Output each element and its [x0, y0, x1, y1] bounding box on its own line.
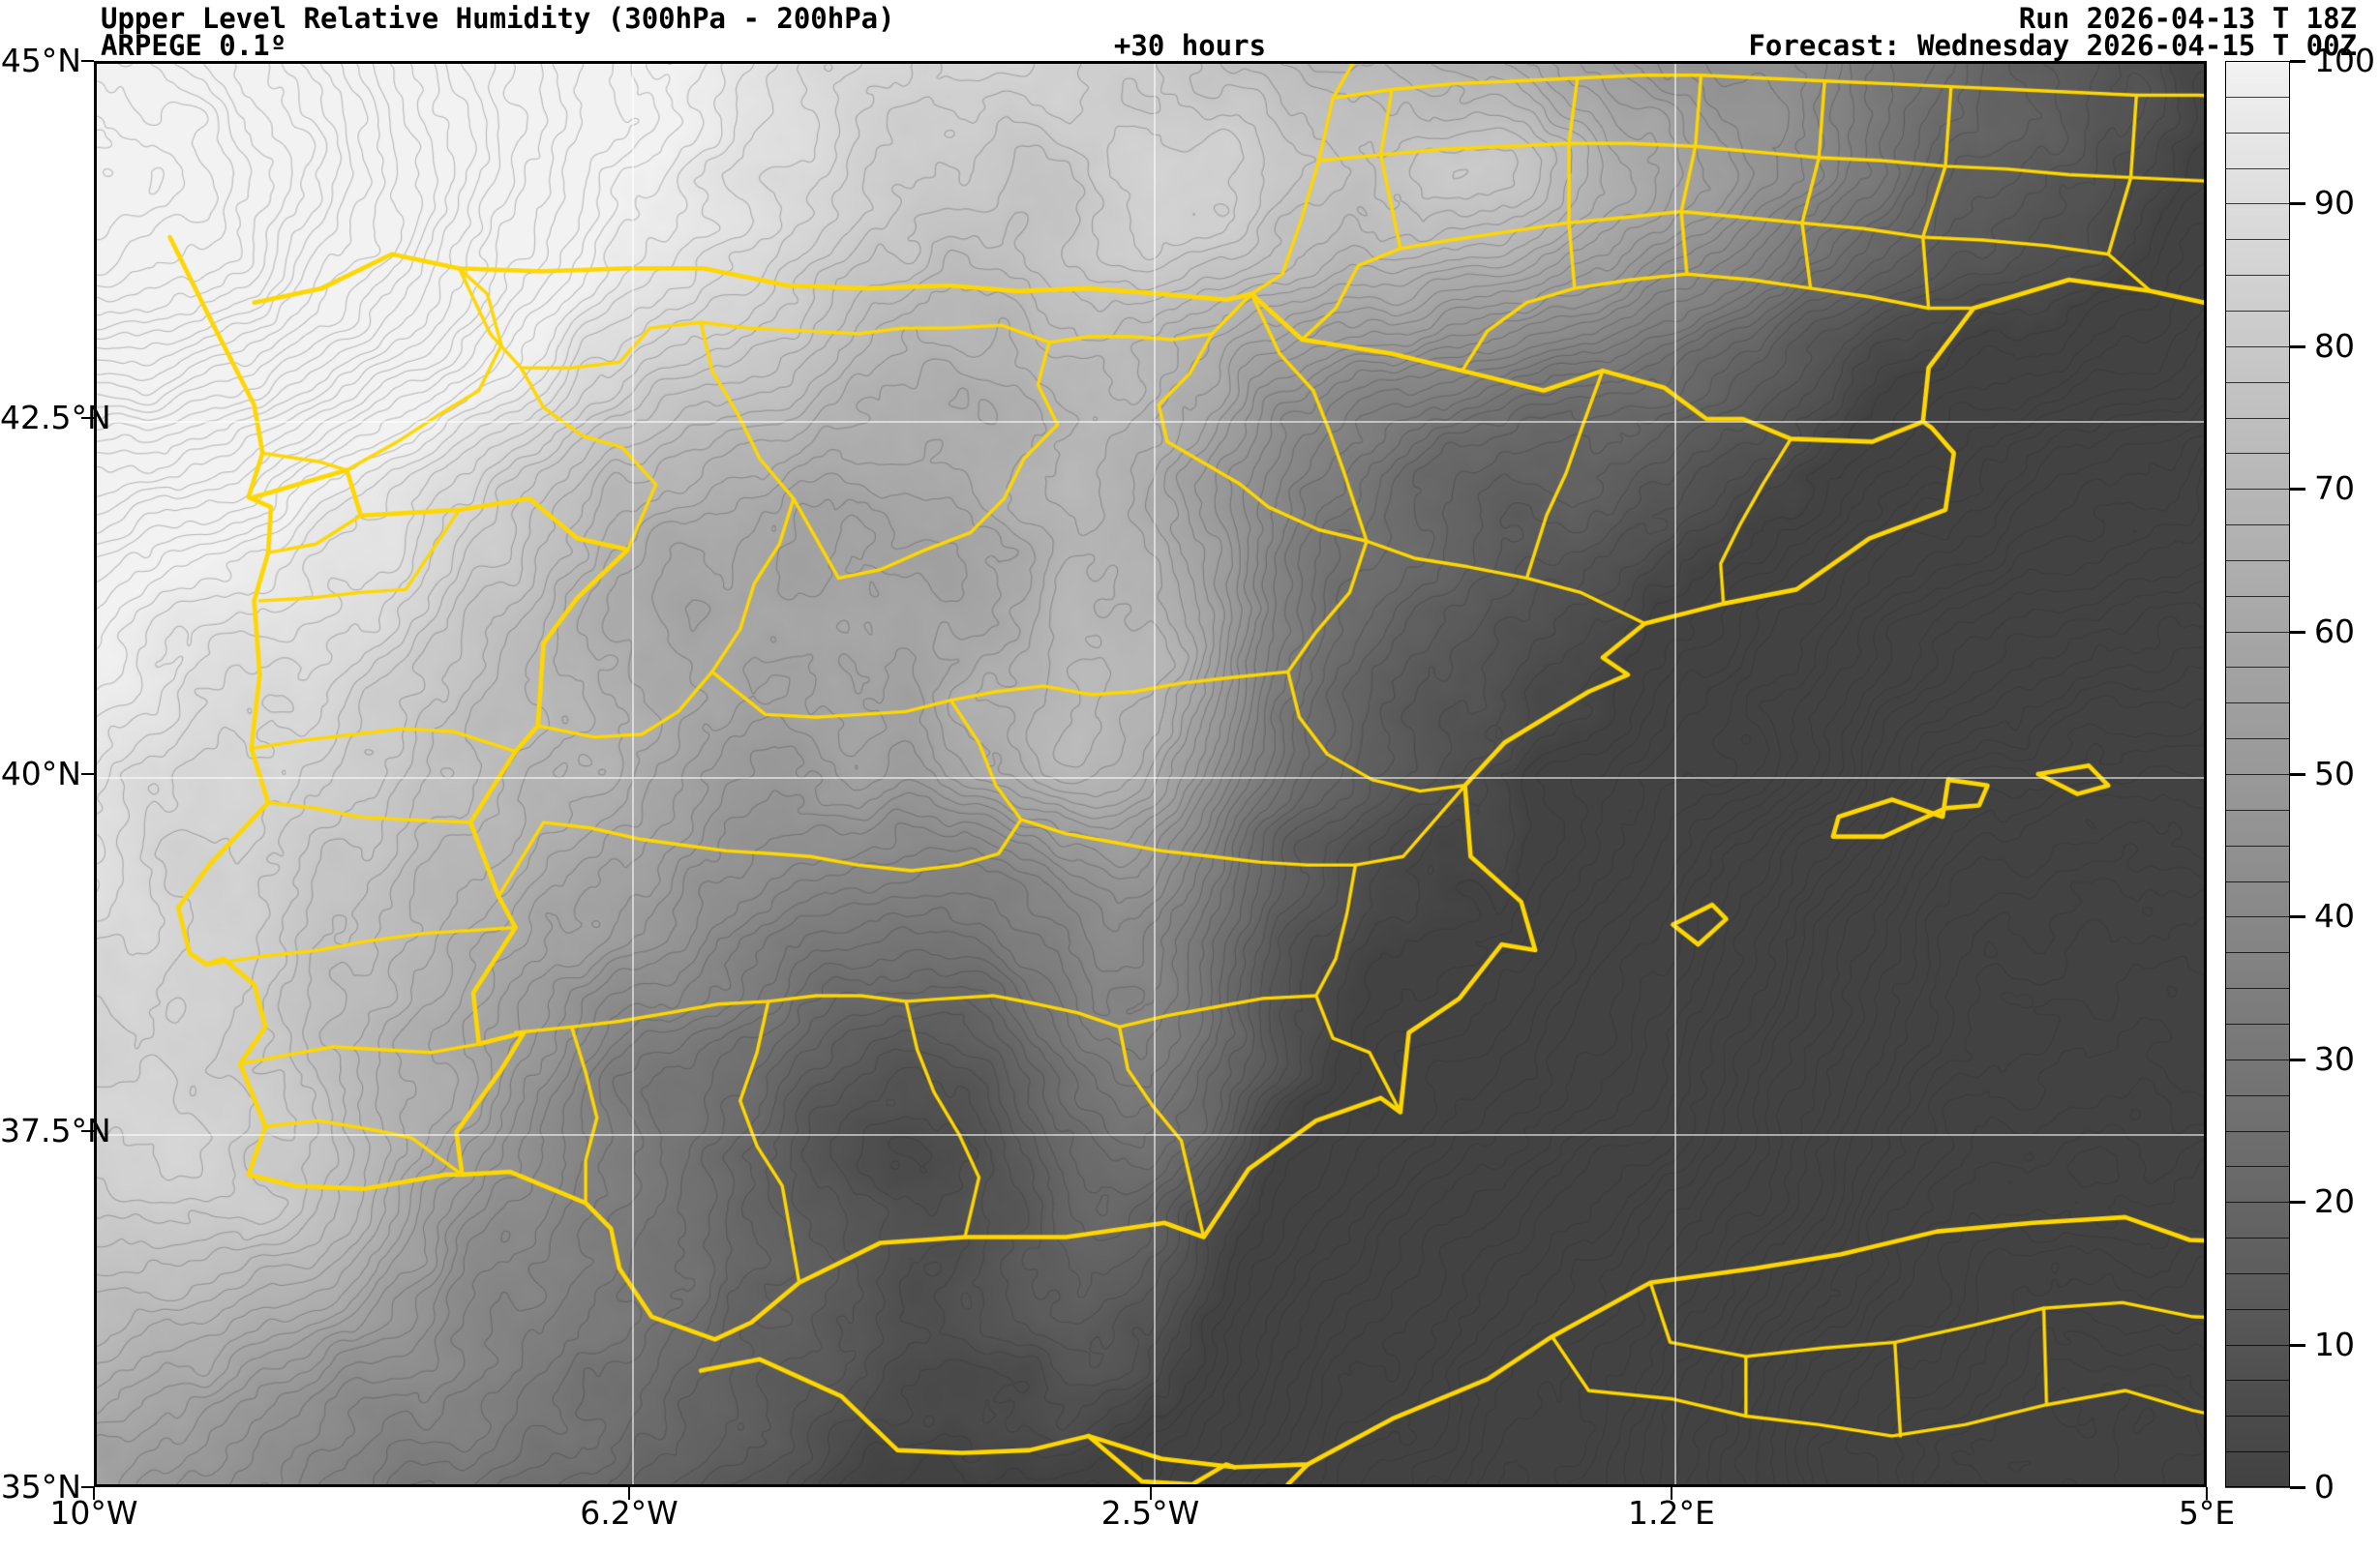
header-row-bottom: ARPEGE 0.1º +30 hours Forecast: Wednesda… — [0, 31, 2380, 61]
colorbar-minor-tick — [2225, 310, 2290, 312]
colorbar-major-tick — [2290, 915, 2305, 919]
colorbar-minor-tick — [2225, 132, 2290, 134]
colorbar-minor-tick — [2225, 1166, 2290, 1168]
y-tick-mark — [81, 416, 94, 419]
colorbar-tick-label: 70 — [2314, 469, 2355, 508]
colorbar-minor-tick — [2225, 1130, 2290, 1132]
colorbar-minor-tick — [2225, 524, 2290, 526]
x-tick-label: 6.2°W — [580, 1494, 678, 1532]
chart-title: Upper Level Relative Humidity (300hPa - … — [101, 2, 895, 35]
colorbar-tick-label: 90 — [2314, 184, 2355, 223]
colorbar-major-tick — [2290, 1201, 2305, 1205]
colorbar-minor-tick — [2225, 417, 2290, 419]
colorbar-minor-tick — [2225, 61, 2290, 62]
colorbar-minor-tick — [2225, 1416, 2290, 1418]
x-tick-mark — [2206, 1487, 2208, 1500]
colorbar-minor-tick — [2225, 880, 2290, 882]
humidity-raster — [97, 64, 2204, 1484]
colorbar-tick-label: 20 — [2314, 1182, 2355, 1221]
x-tick-mark — [628, 1487, 631, 1500]
x-tick-mark — [1670, 1487, 1672, 1500]
colorbar-minor-tick — [2225, 667, 2290, 669]
colorbar-major-tick — [2290, 488, 2305, 492]
lead-time-label: +30 hours — [1113, 29, 1267, 62]
y-tick-mark — [81, 1486, 94, 1488]
x-tick-mark — [1149, 1487, 1152, 1500]
colorbar-minor-tick — [2225, 489, 2290, 491]
colorbar-minor-tick — [2225, 1487, 2290, 1488]
colorbar-major-tick — [2290, 344, 2305, 348]
colorbar-minor-tick — [2225, 96, 2290, 98]
colorbar-minor-tick — [2225, 1094, 2290, 1096]
colorbar-major-tick — [2290, 1343, 2305, 1347]
map-plot-area[interactable] — [94, 61, 2207, 1487]
colorbar-minor-tick — [2225, 203, 2290, 205]
colorbar-tick-label: 10 — [2314, 1325, 2355, 1363]
colorbar-major-tick — [2290, 202, 2305, 206]
colorbar-minor-tick — [2225, 453, 2290, 455]
colorbar-minor-tick — [2225, 1202, 2290, 1204]
colorbar-minor-tick — [2225, 702, 2290, 704]
colorbar-minor-tick — [2225, 1451, 2290, 1453]
colorbar-tick-label: 40 — [2314, 897, 2355, 936]
y-tick-label: 37.5°N — [0, 1111, 111, 1149]
x-tick-label: 5°E — [2178, 1494, 2236, 1532]
colorbar-minor-tick — [2225, 845, 2290, 847]
colorbar[interactable]: 0 10 20 30 40 50 60 70 80 90 100 — [2225, 45, 2375, 1503]
y-tick-label: 45°N — [0, 42, 81, 79]
colorbar-minor-tick — [2225, 595, 2290, 597]
y-tick-label: 35°N — [0, 1468, 81, 1506]
colorbar-major-tick — [2290, 773, 2305, 776]
colorbar-minor-tick — [2225, 559, 2290, 561]
colorbar-minor-tick — [2225, 239, 2290, 241]
colorbar-tick-label: 0 — [2314, 1468, 2335, 1506]
colorbar-major-tick — [2290, 60, 2305, 63]
colorbar-minor-tick — [2225, 988, 2290, 990]
colorbar-minor-tick — [2225, 631, 2290, 633]
colorbar-tick-label: 80 — [2314, 326, 2355, 365]
model-label: ARPEGE 0.1º — [101, 29, 287, 62]
colorbar-minor-tick — [2225, 1023, 2290, 1025]
x-tick-label: 2.5°W — [1100, 1494, 1200, 1532]
x-tick-label: 10°W — [49, 1494, 138, 1532]
y-tick-label: 42.5°N — [0, 398, 111, 436]
colorbar-minor-tick — [2225, 952, 2290, 954]
x-tick-label: 1.2°E — [1628, 1494, 1715, 1532]
colorbar-minor-tick — [2225, 1238, 2290, 1239]
colorbar-tick-label: 100 — [2314, 42, 2375, 79]
colorbar-minor-tick — [2225, 1272, 2290, 1274]
x-tick-mark — [93, 1487, 95, 1500]
header-row-top: Upper Level Relative Humidity (300hPa - … — [0, 4, 2380, 34]
colorbar-minor-tick — [2225, 1308, 2290, 1310]
colorbar-minor-tick — [2225, 345, 2290, 347]
y-tick-mark — [81, 1129, 94, 1132]
colorbar-minor-tick — [2225, 916, 2290, 918]
y-tick-mark — [81, 773, 94, 775]
colorbar-tick-label: 50 — [2314, 755, 2355, 792]
y-tick-label: 40°N — [0, 755, 81, 792]
chart-header: Upper Level Relative Humidity (300hPa - … — [0, 0, 2380, 61]
colorbar-minor-tick — [2225, 738, 2290, 740]
colorbar-minor-tick — [2225, 275, 2290, 277]
colorbar-tick-label: 60 — [2314, 612, 2355, 650]
colorbar-minor-tick — [2225, 167, 2290, 169]
colorbar-major-tick — [2290, 1058, 2305, 1061]
colorbar-minor-tick — [2225, 1344, 2290, 1346]
colorbar-minor-tick — [2225, 809, 2290, 811]
y-tick-mark — [81, 60, 94, 62]
colorbar-major-tick — [2290, 1486, 2305, 1489]
forecast-timestamp: Forecast: Wednesday 2026-04-15 T 00Z — [1748, 29, 2357, 62]
colorbar-major-tick — [2290, 630, 2305, 634]
colorbar-tick-label: 30 — [2314, 1039, 2355, 1078]
colorbar-minor-tick — [2225, 381, 2290, 383]
run-timestamp: Run 2026-04-13 T 18Z — [2018, 2, 2357, 35]
colorbar-minor-tick — [2225, 1380, 2290, 1382]
colorbar-minor-tick — [2225, 774, 2290, 775]
